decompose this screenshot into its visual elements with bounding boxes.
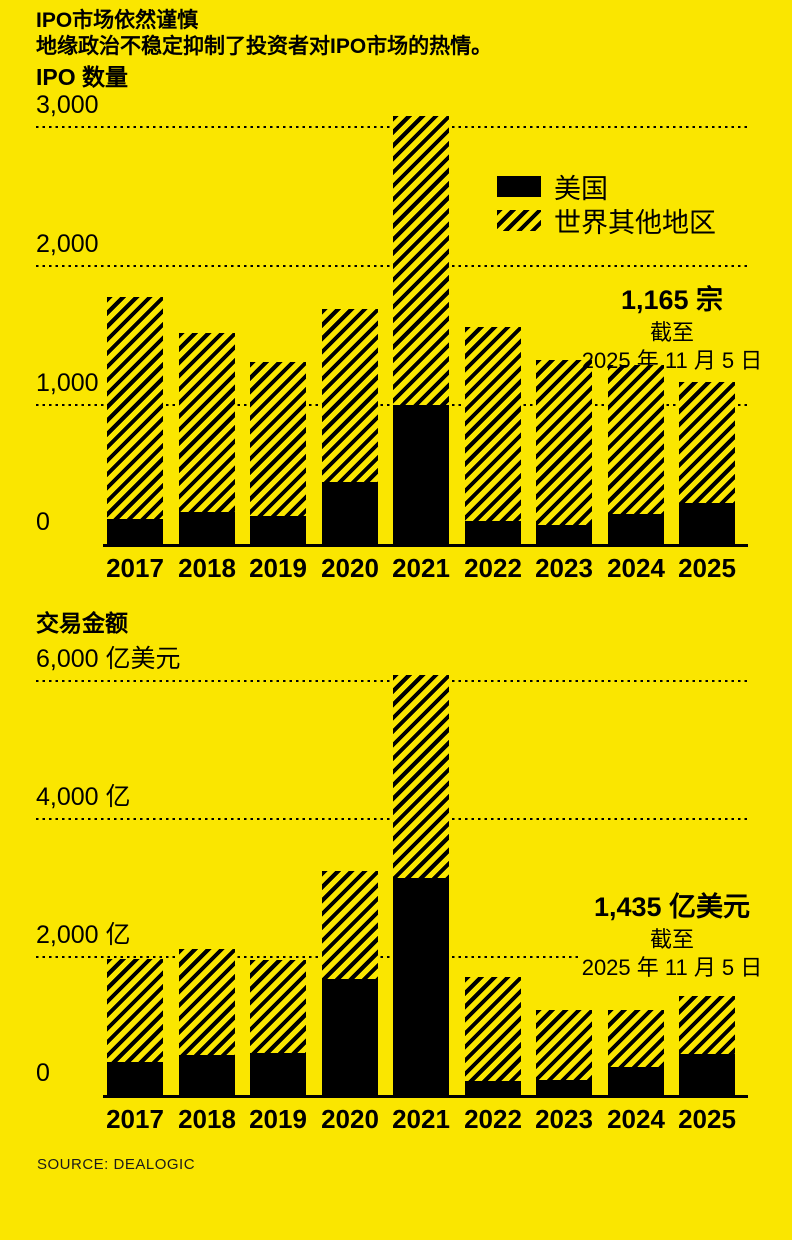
legend-label-us: 美国 bbox=[554, 173, 608, 204]
legend-item-rest-of-world: 世界其他地区 bbox=[497, 206, 716, 238]
chart1-gridline bbox=[36, 265, 748, 267]
legend-label-rest-of-world: 世界其他地区 bbox=[554, 207, 716, 238]
chart1-bar-us-2022 bbox=[465, 521, 521, 544]
chart2-bar-us-2017 bbox=[107, 1062, 163, 1095]
chart1-bar-us-2024 bbox=[608, 514, 664, 544]
chart1-bar-rest-of-world-2024 bbox=[608, 365, 664, 514]
chart1-bar-us-2018 bbox=[179, 512, 235, 544]
chart2-year-label: 2019 bbox=[249, 1104, 307, 1134]
chart1-bar-rest-of-world-2018 bbox=[179, 333, 235, 512]
chart1-year-label: 2017 bbox=[106, 553, 164, 583]
chart2-ytick-label: 0 bbox=[36, 1059, 50, 1087]
chart2-bar-us-2022 bbox=[465, 1081, 521, 1095]
page-subtitle: 地缘政治不稳定抑制了投资者对IPO市场的热情。 bbox=[36, 35, 493, 58]
chart2-year-label: 2024 bbox=[607, 1104, 665, 1134]
header: IPO市场依然谨慎 地缘政治不稳定抑制了投资者对IPO市场的热情。 bbox=[36, 8, 492, 60]
chart1-year-label: 2025 bbox=[678, 553, 736, 583]
chart2-year-label: 2018 bbox=[178, 1104, 236, 1134]
chart2-bar-rest-of-world-2019 bbox=[250, 960, 306, 1053]
chart2-ytick-label: 6,000 亿美元 bbox=[36, 645, 181, 673]
chart1-bar-rest-of-world-2019 bbox=[250, 362, 306, 516]
chart2-ytick-label: 4,000 亿 bbox=[36, 783, 131, 811]
chart2-bar-rest-of-world-2022 bbox=[465, 977, 521, 1081]
legend-item-us: 美国 bbox=[497, 172, 716, 204]
chart1-bar-us-2017 bbox=[107, 519, 163, 544]
chart2-ytick-label: 2,000 亿 bbox=[36, 921, 131, 949]
chart2-bar-rest-of-world-2025 bbox=[679, 996, 735, 1054]
chart2-annotation-date: 2025 年 11 月 5 日 bbox=[581, 955, 763, 980]
chart1-title: IPO 数量 bbox=[36, 64, 129, 90]
chart1-gridline bbox=[36, 404, 748, 406]
chart1-bar-rest-of-world-2023 bbox=[536, 360, 592, 525]
chart1-x-axis bbox=[103, 544, 748, 547]
chart1-year-label: 2019 bbox=[249, 553, 307, 583]
chart1-annotation-date: 2025 年 11 月 5 日 bbox=[581, 348, 763, 373]
chart1-gridline bbox=[36, 126, 748, 128]
chart2-bar-rest-of-world-2017 bbox=[107, 959, 163, 1062]
chart1-year-label: 2021 bbox=[392, 553, 450, 583]
chart1-annotation-value: 1,165 宗 bbox=[620, 285, 724, 315]
chart1-annotation: 1,165 宗 截至 2025 年 11 月 5 日 bbox=[552, 284, 792, 375]
chart2-year-label: 2021 bbox=[392, 1104, 450, 1134]
chart1-bar-rest-of-world-2017 bbox=[107, 297, 163, 519]
chart2-annotation-value: 1,435 亿美元 bbox=[593, 892, 751, 922]
chart1-bar-rest-of-world-2025 bbox=[679, 382, 735, 503]
chart2-gridline bbox=[36, 956, 578, 958]
chart2-bar-us-2024 bbox=[608, 1067, 664, 1095]
chart2-year-label: 2017 bbox=[106, 1104, 164, 1134]
chart1-bar-us-2023 bbox=[536, 525, 592, 544]
chart1-bar-rest-of-world-2020 bbox=[322, 309, 378, 482]
chart2-year-label: 2020 bbox=[321, 1104, 379, 1134]
chart2-bar-us-2021 bbox=[393, 878, 449, 1095]
chart2-bar-us-2018 bbox=[179, 1055, 235, 1095]
chart1-year-label: 2022 bbox=[464, 553, 522, 583]
chart2-bar-us-2025 bbox=[679, 1054, 735, 1095]
chart1-ytick-label: 1,000 bbox=[36, 369, 99, 397]
page-title: IPO市场依然谨慎 bbox=[36, 9, 199, 32]
chart1-ytick-label: 3,000 bbox=[36, 91, 99, 119]
rest-of-world-hatch-swatch-icon bbox=[497, 209, 541, 231]
chart2-bar-us-2020 bbox=[322, 979, 378, 1095]
chart1-ytick-label: 2,000 bbox=[36, 230, 99, 258]
chart2-annotation: 1,435 亿美元 截至 2025 年 11 月 5 日 bbox=[552, 891, 792, 982]
chart1-bar-us-2020 bbox=[322, 482, 378, 544]
chart1-year-label: 2023 bbox=[535, 553, 593, 583]
chart1-year-label: 2018 bbox=[178, 553, 236, 583]
chart2-title: 交易金额 bbox=[36, 610, 128, 636]
chart1-bar-rest-of-world-2022 bbox=[465, 327, 521, 521]
chart2-bar-rest-of-world-2020 bbox=[322, 871, 378, 979]
chart2-annotation-asof: 截至 bbox=[649, 927, 694, 952]
source-line: SOURCE: DEALOGIC bbox=[37, 1156, 196, 1173]
chart1-ytick-label: 0 bbox=[36, 508, 50, 536]
chart2-bar-rest-of-world-2018 bbox=[179, 949, 235, 1055]
chart2-gridline bbox=[36, 680, 748, 682]
chart1-bar-us-2019 bbox=[250, 516, 306, 544]
chart2-bar-us-2019 bbox=[250, 1053, 306, 1095]
chart2-year-label: 2023 bbox=[535, 1104, 593, 1134]
us-solid-swatch-icon bbox=[497, 175, 541, 197]
chart1-year-label: 2024 bbox=[607, 553, 665, 583]
chart2-bar-rest-of-world-2021 bbox=[393, 675, 449, 878]
chart2-bar-us-2023 bbox=[536, 1080, 592, 1095]
chart2-bar-rest-of-world-2024 bbox=[608, 1010, 664, 1067]
chart2-x-axis bbox=[103, 1095, 748, 1098]
chart1-annotation-asof: 截至 bbox=[649, 320, 694, 345]
chart2-gridline bbox=[36, 818, 748, 820]
chart1-bar-us-2021 bbox=[393, 405, 449, 544]
chart1-bar-rest-of-world-2021 bbox=[393, 116, 449, 405]
legend: 美国 世界其他地区 bbox=[497, 172, 716, 240]
chart2-bar-rest-of-world-2023 bbox=[536, 1010, 592, 1080]
chart1-year-label: 2020 bbox=[321, 553, 379, 583]
chart2-year-label: 2022 bbox=[464, 1104, 522, 1134]
chart2-year-label: 2025 bbox=[678, 1104, 736, 1134]
chart1-bar-us-2025 bbox=[679, 503, 735, 544]
